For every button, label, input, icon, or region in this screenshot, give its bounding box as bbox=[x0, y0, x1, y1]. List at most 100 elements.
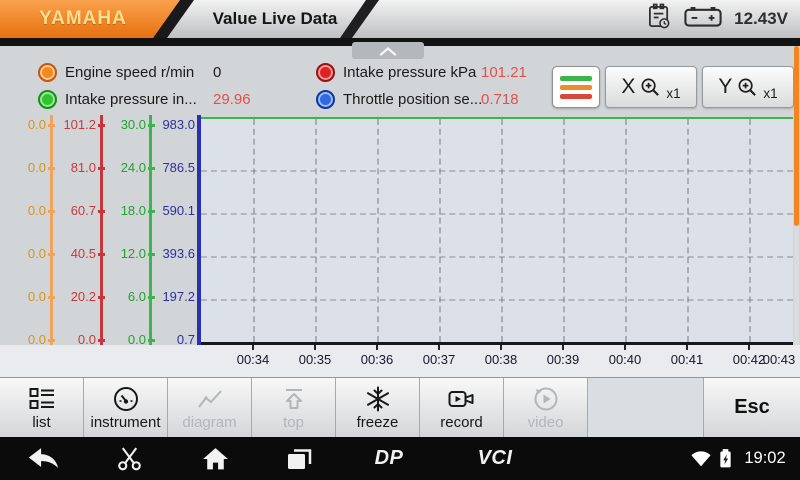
legend-label: Throttle position se... bbox=[343, 90, 481, 108]
video-camera-icon bbox=[448, 385, 476, 413]
brand-label: YAMAHA bbox=[39, 8, 127, 29]
channel-dot-green-icon bbox=[38, 89, 57, 109]
bottom-toolbar: list instrument diagram bbox=[0, 377, 800, 437]
toolbar-label: diagram bbox=[182, 413, 237, 431]
axis-line-red bbox=[100, 115, 103, 345]
record-button[interactable]: record bbox=[420, 378, 504, 437]
x-tick-label: 00:41 bbox=[670, 352, 704, 367]
axis-tick-label: 18.0 bbox=[120, 203, 146, 218]
tab-brand[interactable]: YAMAHA bbox=[0, 0, 180, 38]
y-axis-engine-speed: 0.0 0.0 0.0 0.0 0.0 0.0 bbox=[6, 115, 55, 347]
trace-lines-button[interactable] bbox=[552, 66, 600, 108]
list-icon bbox=[29, 385, 55, 413]
axis-tick-label: 60.7 bbox=[70, 203, 96, 218]
legend-label: Intake pressure in... bbox=[65, 90, 197, 108]
x-tick-label: 00:35 bbox=[298, 352, 332, 367]
axis-tick-label: 983.0 bbox=[162, 117, 195, 132]
scissors-icon bbox=[117, 447, 141, 471]
channel-dot-blue-icon bbox=[316, 89, 335, 109]
home-button[interactable] bbox=[200, 437, 230, 480]
x-axis: 00:34 00:35 00:36 00:37 00:38 00:39 00:4… bbox=[0, 345, 800, 377]
esc-button[interactable]: Esc bbox=[704, 378, 800, 437]
legend-item-intake-kpa[interactable]: Intake pressure kPa 101.21 bbox=[316, 62, 527, 82]
axis-tick-label: 0.7 bbox=[176, 332, 195, 347]
zoom-x-factor: x1 bbox=[666, 86, 681, 101]
arrow-up-icon bbox=[281, 385, 307, 413]
line-chart-icon bbox=[197, 385, 223, 413]
toolbar-label: video bbox=[527, 413, 564, 431]
legend-value: 0.718 bbox=[481, 90, 519, 108]
dp-logo: DP bbox=[374, 447, 404, 469]
scrollbar-thumb[interactable] bbox=[794, 46, 799, 226]
axis-tick-label: 197.2 bbox=[162, 289, 195, 304]
toolbar-spacer bbox=[588, 378, 704, 437]
axis-tick-label: 81.0 bbox=[70, 160, 96, 175]
list-button[interactable]: list bbox=[0, 378, 84, 437]
chevron-up-icon bbox=[379, 46, 397, 56]
legend-item-throttle[interactable]: Throttle position se... 0.718 bbox=[316, 89, 519, 109]
axis-tick-label: 0.0 bbox=[27, 289, 46, 304]
toolbar-label: instrument bbox=[90, 413, 161, 431]
toolbar-label: list bbox=[32, 413, 51, 431]
home-icon bbox=[202, 448, 228, 470]
vci-logo: VCI bbox=[477, 447, 513, 469]
car-battery-icon bbox=[684, 6, 722, 32]
channel-dot-red-icon bbox=[316, 62, 335, 82]
x-tick-label: 00:38 bbox=[484, 352, 518, 367]
instrument-button[interactable]: instrument bbox=[84, 378, 168, 437]
toolbar-label: freeze bbox=[356, 413, 399, 431]
axis-tick-label: 12.0 bbox=[120, 246, 146, 261]
axis-tick-label: 786.5 bbox=[162, 160, 195, 175]
freeze-button[interactable]: freeze bbox=[336, 378, 420, 437]
axis-tick-label: 101.2 bbox=[63, 117, 96, 132]
axis-line-orange bbox=[50, 115, 53, 345]
x-tick-label: 00:37 bbox=[422, 352, 456, 367]
axis-tick-label: 0.0 bbox=[27, 117, 46, 132]
battery-status-icon bbox=[716, 437, 734, 480]
zoom-y-factor: x1 bbox=[763, 86, 778, 101]
legend-value: 0 bbox=[213, 63, 222, 81]
snowflake-icon bbox=[365, 385, 391, 413]
diagram-button[interactable]: diagram bbox=[168, 378, 252, 437]
axis-tick-label: 40.5 bbox=[70, 246, 96, 261]
x-tick-label: 00:36 bbox=[360, 352, 394, 367]
y-axis-throttle: 983.0 786.5 590.1 393.6 197.2 0.7 bbox=[152, 115, 204, 347]
axis-tick-label: 393.6 bbox=[162, 246, 195, 261]
screenshot-button[interactable] bbox=[114, 437, 144, 480]
axis-tick-label: 0.0 bbox=[27, 160, 46, 175]
magnifier-plus-icon bbox=[641, 78, 660, 96]
orange-line-icon bbox=[560, 84, 592, 90]
axis-tick-label: 0.0 bbox=[27, 332, 46, 347]
back-arrow-icon bbox=[28, 448, 59, 468]
recent-apps-button[interactable] bbox=[284, 437, 314, 480]
system-navbar: DP VCI 19:02 bbox=[0, 437, 800, 480]
axis-tick-label: 590.1 bbox=[162, 203, 195, 218]
header-bar: YAMAHA Value Live Data bbox=[0, 0, 800, 38]
y-axis-intake-kpa: 101.2 81.0 60.7 40.5 20.2 0.0 bbox=[54, 115, 105, 347]
axis-line-green bbox=[149, 115, 152, 345]
page-title[interactable]: Value Live Data bbox=[212, 9, 338, 28]
wifi-icon bbox=[688, 437, 714, 480]
top-button[interactable]: top bbox=[252, 378, 336, 437]
legend-item-intake-in[interactable]: Intake pressure in... 29.96 bbox=[38, 89, 251, 109]
recents-icon bbox=[288, 448, 312, 469]
x-tick-label: 00:43 bbox=[762, 352, 796, 367]
zoom-x-button[interactable]: X x1 bbox=[605, 66, 697, 108]
collapse-panel-button[interactable] bbox=[352, 42, 424, 59]
axis-tick-label: 30.0 bbox=[120, 117, 146, 132]
legend-item-engine-speed[interactable]: Engine speed r/min 0 bbox=[38, 62, 221, 82]
x-tick-label: 00:40 bbox=[608, 352, 642, 367]
legend-label: Intake pressure kPa bbox=[343, 63, 477, 81]
y-axis-intake-in: 30.0 24.0 18.0 12.0 6.0 0.0 bbox=[104, 115, 155, 347]
zoom-y-label: Y bbox=[718, 75, 733, 98]
battery-voltage: 12.43V bbox=[734, 9, 788, 28]
toolbar-label: top bbox=[283, 413, 304, 431]
back-button[interactable] bbox=[25, 437, 61, 480]
chart-plot[interactable] bbox=[201, 117, 793, 345]
video-button[interactable]: video bbox=[504, 378, 588, 437]
magnifier-plus-icon bbox=[738, 78, 757, 96]
legend-value: 101.21 bbox=[481, 63, 527, 81]
zoom-y-button[interactable]: Y x1 bbox=[702, 66, 794, 108]
report-clock-icon[interactable] bbox=[647, 3, 672, 35]
axis-tick-label: 0.0 bbox=[127, 332, 146, 347]
